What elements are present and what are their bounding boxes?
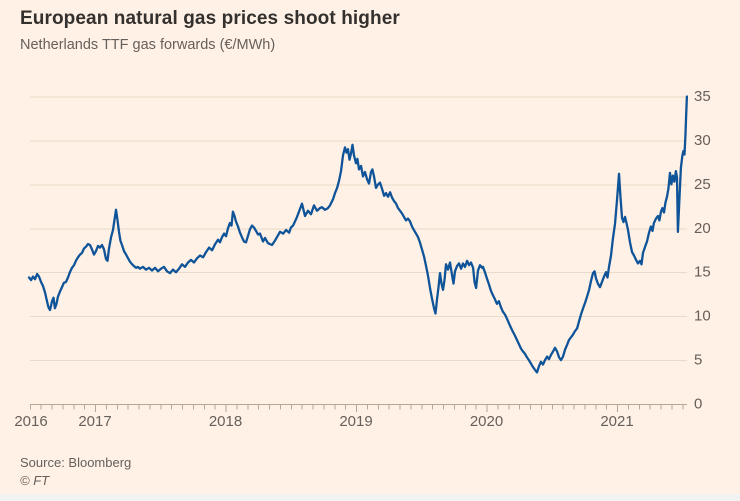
x-axis-label: 2017 <box>78 413 111 430</box>
y-axis-label: 25 <box>694 176 711 193</box>
y-axis-label: 20 <box>694 220 711 237</box>
page-edge-strip <box>0 494 740 501</box>
y-axis-label: 5 <box>694 352 702 369</box>
ft-copyright: © FT <box>20 473 50 488</box>
x-axis-label: 2020 <box>470 413 503 430</box>
y-axis-label: 10 <box>694 308 711 325</box>
chart-title: European natural gas prices shoot higher <box>20 8 400 29</box>
source-label: Source: Bloomberg <box>20 455 132 470</box>
y-axis-label: 35 <box>694 88 711 105</box>
y-axis-label: 0 <box>694 396 702 413</box>
x-axis-label: 2019 <box>339 413 372 430</box>
y-axis-label: 15 <box>694 264 711 281</box>
x-axis-label: 2021 <box>600 413 633 430</box>
y-axis-label: 30 <box>694 132 711 149</box>
price-line <box>27 95 689 374</box>
x-axis-label: 2018 <box>209 413 242 430</box>
chart-subtitle: Netherlands TTF gas forwards (€/MWh) <box>20 37 276 53</box>
x-axis-label: 2016 <box>14 413 47 430</box>
